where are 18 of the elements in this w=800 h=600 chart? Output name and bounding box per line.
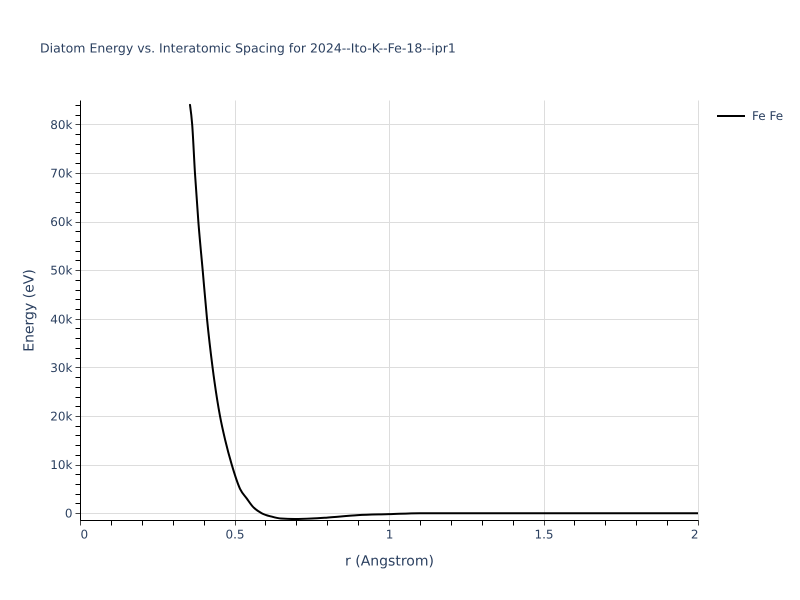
y-tick-label: 60k xyxy=(50,215,73,230)
x-tick-label: 2 xyxy=(690,528,698,542)
y-tick-label: 20k xyxy=(50,409,73,424)
y-tick-label: 10k xyxy=(50,458,73,472)
y-tick-label: 40k xyxy=(50,312,73,326)
y-tick-label: 30k xyxy=(50,360,73,375)
x-tick-label: 1 xyxy=(386,528,394,542)
legend-label: Fe Fe xyxy=(752,109,784,123)
y-axis-title: Energy (eV) xyxy=(21,269,38,352)
y-tick-label: 50k xyxy=(50,264,73,278)
x-tick-label: 0 xyxy=(80,528,88,542)
x-axis-title: r (Angstrom) xyxy=(345,554,434,570)
y-tick-label: 0 xyxy=(64,506,72,521)
chart-title: Diatom Energy vs. Interatomic Spacing for 2024--Ito-K--Fe-18--ipr1 xyxy=(40,40,456,56)
x-tick-label: 1.5 xyxy=(534,528,554,542)
y-tick-label: 70k xyxy=(50,166,73,180)
x-tick-label: 0.5 xyxy=(225,528,245,542)
y-tick-label: 80k xyxy=(50,118,73,132)
